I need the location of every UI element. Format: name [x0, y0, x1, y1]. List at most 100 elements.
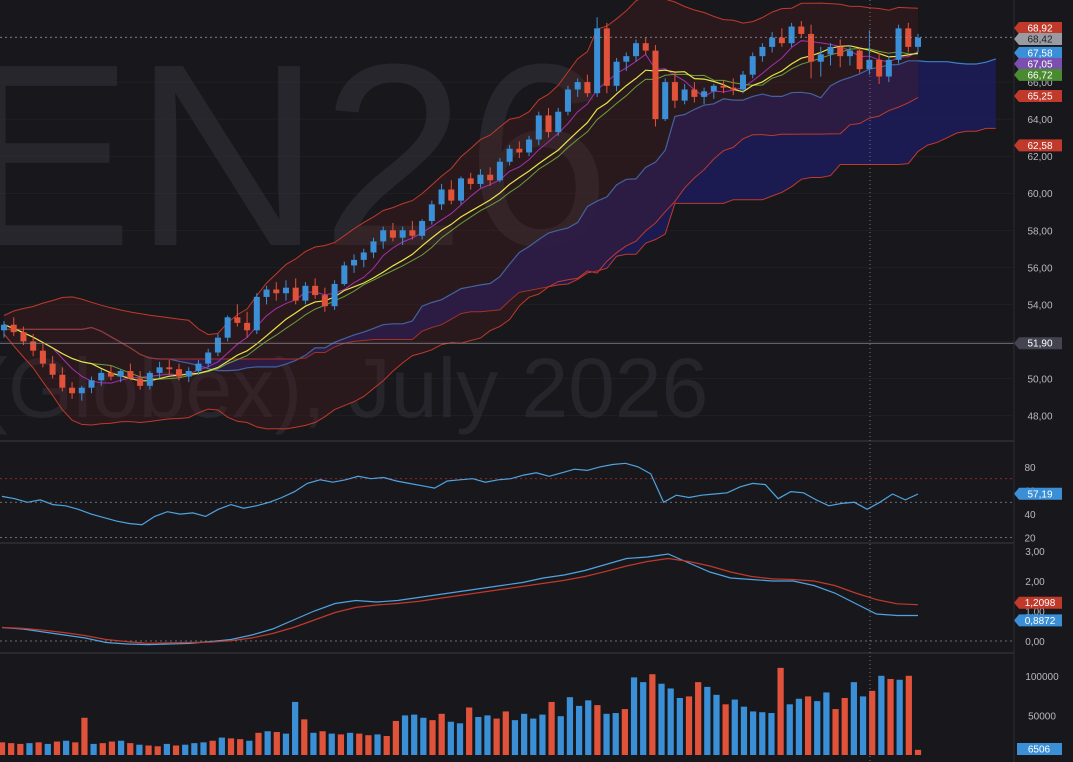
volume-bar	[630, 677, 638, 755]
candle-body	[681, 89, 688, 101]
rsi-badge: 57,19	[1014, 487, 1062, 500]
sma-fast-line	[3, 45, 919, 382]
volume-bar	[374, 734, 381, 755]
volume-bar	[191, 743, 198, 755]
price-badge-shape	[1014, 22, 1062, 35]
candle	[389, 222, 396, 242]
candle	[613, 58, 620, 92]
candle-body	[0, 324, 8, 331]
candle-body	[594, 28, 601, 94]
candle	[253, 293, 260, 334]
candle	[370, 237, 377, 259]
candle	[545, 108, 552, 138]
rsi-badge-value: 57,19	[1027, 489, 1052, 500]
volume-bar	[914, 749, 922, 755]
candle-body	[428, 204, 435, 221]
macd-badge: 1,2098	[1014, 596, 1062, 609]
candle	[195, 359, 202, 375]
candle	[205, 348, 212, 368]
volume-bar	[731, 699, 738, 755]
volume-bar	[905, 675, 912, 755]
price-tick-label: 50,00	[1027, 374, 1052, 385]
candle	[623, 52, 630, 71]
price-tick-label: 56,00	[1027, 263, 1052, 274]
candle	[98, 369, 105, 386]
volume-pane: 50000 100000 6506	[0, 667, 1062, 756]
bollinger-upper-line	[3, 0, 919, 336]
candle	[633, 39, 640, 62]
candle	[214, 333, 221, 357]
candle	[176, 363, 183, 381]
volume-badge-shape	[1017, 743, 1062, 755]
volume-bar	[676, 697, 683, 755]
volume-bar	[841, 697, 848, 755]
price-badge-shape	[1014, 68, 1062, 81]
volume-bar	[685, 696, 693, 755]
volume-bar	[466, 707, 473, 755]
signal-line	[1, 557, 919, 645]
price-badge-bollinger-upper: 68,92	[1014, 22, 1062, 35]
macd-badge-value: 0,8872	[1025, 616, 1056, 627]
candle	[312, 278, 319, 299]
volume-bar	[81, 717, 88, 755]
candle-body	[603, 28, 610, 86]
price-badge-value: 66,72	[1027, 70, 1052, 81]
candle-body	[846, 50, 853, 57]
candle-body	[107, 372, 114, 377]
candle-body	[244, 322, 251, 331]
candle-body	[487, 174, 494, 181]
candle-body	[457, 178, 465, 201]
candle-body	[759, 46, 766, 57]
candle-body	[214, 337, 221, 353]
price-badge-shape	[1014, 33, 1062, 46]
price-badge-shape	[1014, 46, 1062, 59]
candle-body	[633, 43, 640, 57]
volume-badge-value: 6506	[1028, 745, 1051, 756]
candle-body	[98, 372, 105, 381]
volume-tick-label: 50000	[1028, 711, 1056, 722]
candle	[759, 43, 766, 62]
candle-body	[798, 26, 805, 34]
volume-bar	[163, 743, 170, 755]
price-tick-label: 62,00	[1027, 152, 1052, 163]
candle	[69, 382, 76, 399]
macd-badge-value: 1,2098	[1025, 598, 1056, 609]
volume-bar	[575, 705, 583, 755]
candle-body	[88, 380, 95, 388]
price-badge-shape	[1014, 139, 1062, 152]
candle	[652, 45, 659, 127]
candle	[769, 32, 776, 53]
macd-tick-label: 0,00	[1025, 637, 1045, 648]
candle-body	[671, 82, 678, 101]
candle-body	[613, 61, 620, 86]
candle	[302, 282, 309, 305]
candle	[846, 45, 853, 66]
candle	[506, 145, 513, 166]
price-badge-sma-fast: 67,58	[1014, 46, 1062, 59]
candle	[837, 39, 844, 68]
price-badge-shape	[1014, 89, 1062, 102]
candle-body	[749, 56, 756, 75]
price-badge-last-price: 68,42	[1014, 33, 1062, 46]
candle	[0, 321, 8, 338]
candle	[671, 72, 678, 109]
candlestick-series[interactable]	[0, 17, 922, 401]
candle	[137, 371, 144, 390]
candle	[594, 17, 601, 97]
candle-body	[506, 148, 513, 162]
volume-bar	[456, 723, 464, 755]
candle-body	[312, 285, 319, 296]
volume-bar	[365, 735, 372, 755]
candle-body	[49, 363, 56, 375]
candle	[496, 158, 503, 183]
candle	[88, 376, 95, 394]
price-tick-label: 60,00	[1027, 189, 1052, 200]
volume-bar	[63, 740, 70, 755]
volume-bar	[566, 697, 574, 755]
candle	[146, 371, 153, 390]
volume-bar	[246, 740, 253, 755]
candle	[467, 172, 474, 190]
candle-body	[302, 285, 309, 301]
volume-bar	[759, 712, 766, 755]
